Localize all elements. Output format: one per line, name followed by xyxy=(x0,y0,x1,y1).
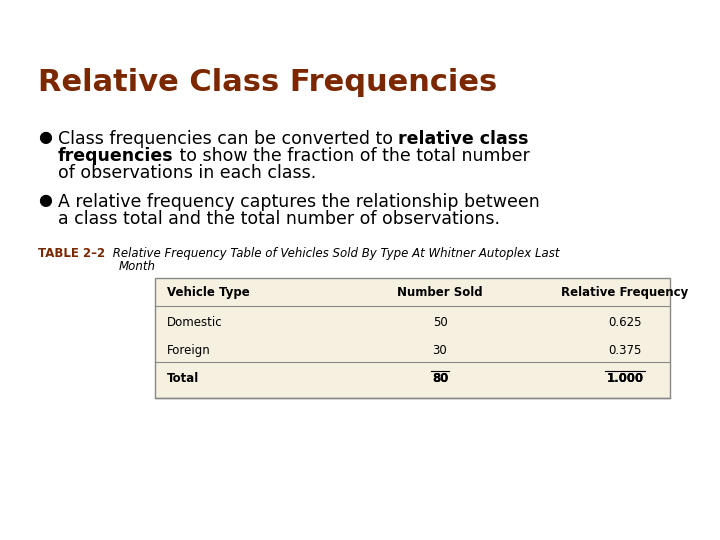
Text: TABLE 2–2: TABLE 2–2 xyxy=(38,247,105,260)
Text: ●: ● xyxy=(38,130,52,145)
Text: 0.625: 0.625 xyxy=(608,316,642,329)
Text: a class total and the total number of observations.: a class total and the total number of ob… xyxy=(58,210,500,228)
Text: ●: ● xyxy=(38,193,52,208)
Text: Relative Class Frequencies: Relative Class Frequencies xyxy=(38,68,498,97)
Text: frequencies: frequencies xyxy=(58,147,174,165)
Text: relative class: relative class xyxy=(398,130,529,148)
Text: to show the fraction of the total number: to show the fraction of the total number xyxy=(174,147,529,165)
Text: Class frequencies can be converted to: Class frequencies can be converted to xyxy=(58,130,398,148)
Text: 30: 30 xyxy=(433,344,447,357)
Text: 50: 50 xyxy=(433,316,447,329)
Text: Relative Frequency Table of Vehicles Sold By Type At Whitner Autoplex Last: Relative Frequency Table of Vehicles Sol… xyxy=(109,247,559,260)
Text: 0.375: 0.375 xyxy=(608,344,642,357)
Text: Domestic: Domestic xyxy=(167,316,222,329)
Text: Month: Month xyxy=(119,260,156,273)
Text: Number Sold: Number Sold xyxy=(397,286,483,299)
Text: Vehicle Type: Vehicle Type xyxy=(167,286,250,299)
Text: 80: 80 xyxy=(432,372,448,385)
Text: 80: 80 xyxy=(432,372,448,385)
Text: of observations in each class.: of observations in each class. xyxy=(58,164,316,182)
Text: Foreign: Foreign xyxy=(167,344,211,357)
Text: A relative frequency captures the relationship between: A relative frequency captures the relati… xyxy=(58,193,540,211)
Bar xyxy=(155,278,670,399)
Text: Total: Total xyxy=(167,372,199,385)
Text: Relative Frequency: Relative Frequency xyxy=(562,286,688,299)
Text: 1.000: 1.000 xyxy=(606,372,644,385)
Text: 1.000: 1.000 xyxy=(606,372,644,385)
